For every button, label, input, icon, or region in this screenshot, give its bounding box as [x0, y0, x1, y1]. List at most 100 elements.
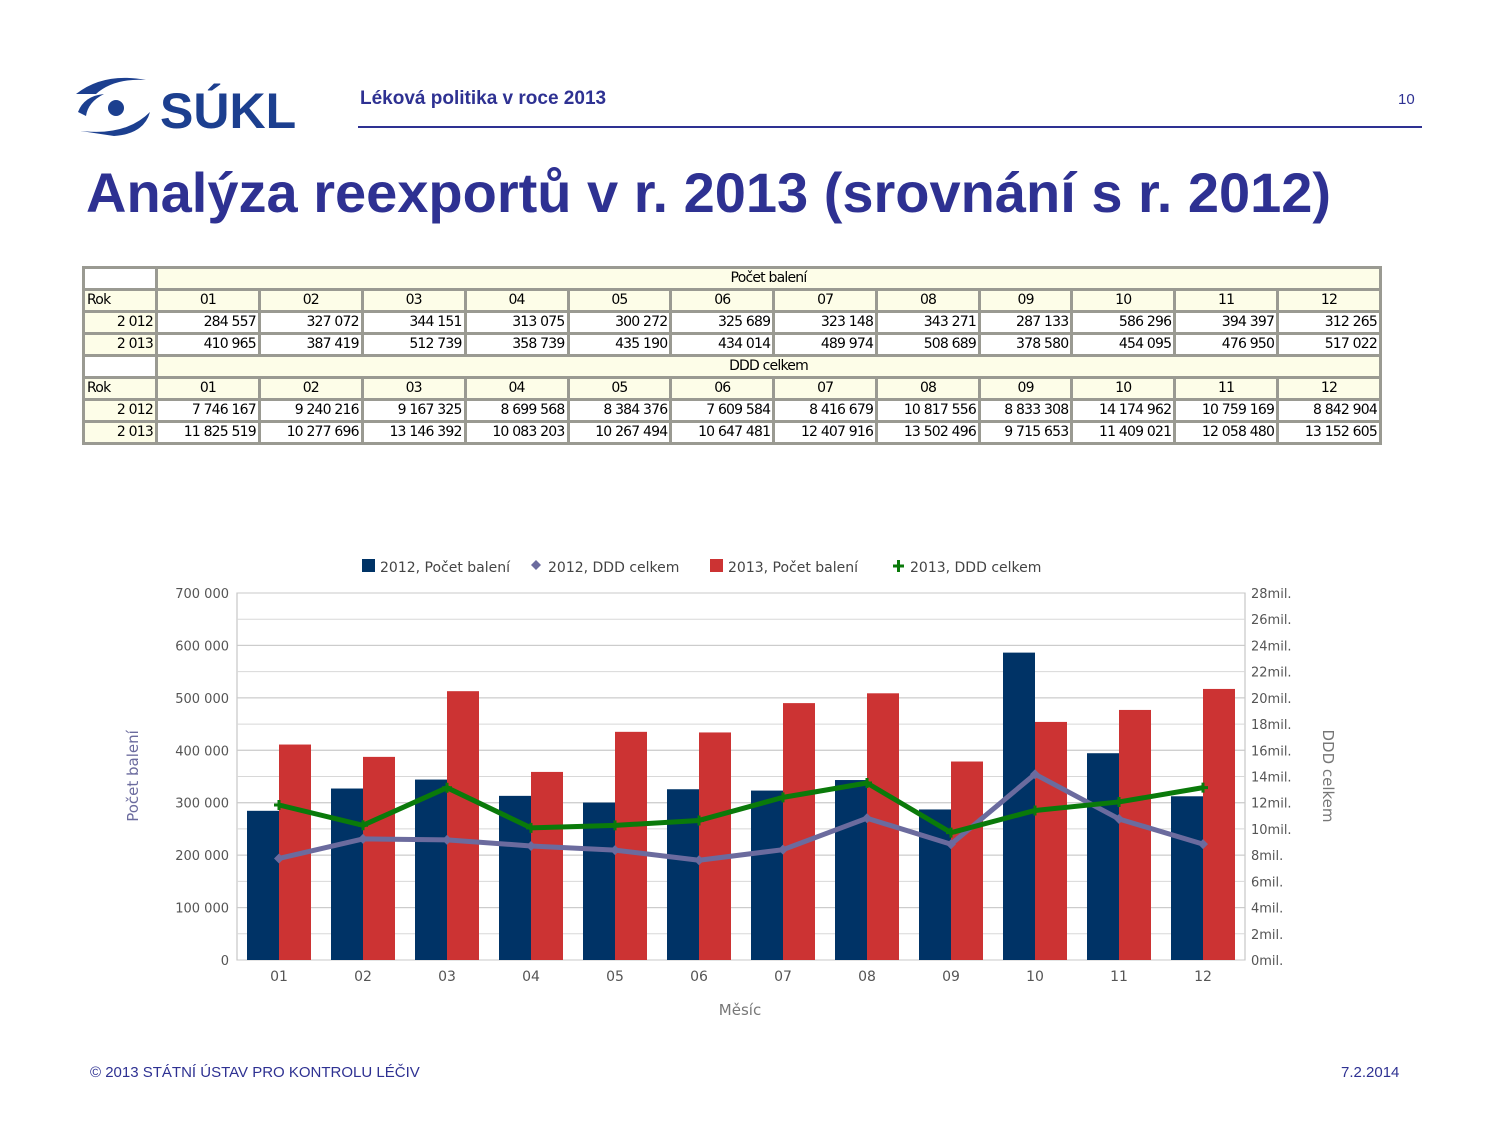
value-cell: 313 075: [463, 310, 570, 335]
value-cell: 13 502 496: [875, 420, 981, 445]
value-cell: 508 689: [875, 332, 981, 357]
value-cell: 435 190: [566, 332, 673, 357]
bar-2012-po-et-balen-: [247, 810, 279, 960]
row-header: Rok: [82, 288, 158, 313]
x-axis-label: Měsíc: [719, 1001, 761, 1019]
line-point-marker: [610, 845, 620, 856]
line-series: [278, 780, 1204, 836]
x-tick-label: 10: [1026, 969, 1044, 985]
line-point-marker: [442, 782, 452, 793]
line-point-marker: [862, 778, 872, 789]
y2-tick-label: 22mil.: [1251, 666, 1292, 681]
line-point-marker: [778, 844, 788, 855]
line-point-marker: [274, 853, 284, 864]
line-point-marker: [358, 820, 368, 831]
y2-tick-label: 8mil.: [1251, 849, 1283, 864]
value-cell: 344 151: [360, 310, 467, 335]
value-cell: 394 397: [1173, 310, 1280, 335]
y2-tick-label: 28mil.: [1251, 587, 1292, 602]
row-header: Rok: [82, 376, 158, 401]
month-header: 04: [463, 376, 570, 401]
y2-tick-label: 10mil.: [1251, 823, 1292, 838]
bar-2012-po-et-balen-: [667, 789, 699, 960]
y2-tick-label: 20mil.: [1251, 692, 1292, 707]
value-cell: 323 148: [772, 310, 879, 335]
value-cell: 8 833 308: [977, 398, 1074, 423]
line-point-marker: [1030, 805, 1040, 816]
month-header: 04: [463, 288, 570, 313]
month-header-row: Rok 01 02 03 04 05 06 07 08 09 10 11 12: [82, 288, 1382, 313]
value-cell: 12 407 916: [772, 420, 879, 445]
bar-2013-po-et-balen-: [1119, 709, 1151, 960]
bar-2012-po-et-balen-: [415, 779, 447, 960]
y2-tick-label: 14mil.: [1251, 771, 1292, 786]
month-header: 02: [257, 288, 364, 313]
value-cell: 7 609 584: [669, 398, 776, 423]
table-row: 2 013 410 965 387 419 512 739 358 739 435 190…: [82, 332, 1382, 357]
bar-2012-po-et-balen-: [835, 780, 867, 960]
x-tick-label: 12: [1194, 969, 1212, 985]
x-tick-label: 07: [774, 969, 792, 985]
value-cell: 387 419: [257, 332, 364, 357]
y2-tick-label: 2mil.: [1251, 928, 1283, 943]
line-point-marker: [694, 815, 704, 826]
value-cell: 10 277 696: [257, 420, 364, 445]
value-cell: 10 759 169: [1173, 398, 1280, 423]
value-cell: 8 416 679: [772, 398, 879, 423]
line-series: [278, 771, 1204, 863]
svg-text:SÚKL: SÚKL: [160, 83, 296, 138]
month-header: 01: [155, 376, 261, 401]
y-tick-label: 600 000: [175, 639, 229, 654]
legend-label: 2012, Počet balení: [380, 560, 511, 576]
group-header: DDD celkem: [155, 354, 1382, 379]
table-row: 2 012 7 746 167 9 240 216 9 167 325 8 699 56…: [82, 398, 1382, 423]
y2-tick-label: 18mil.: [1251, 718, 1292, 733]
x-tick-label: 02: [354, 969, 372, 985]
year-cell: 2 013: [82, 332, 158, 357]
bar-2013-po-et-balen-: [363, 756, 395, 960]
page-number: 10: [1398, 91, 1415, 108]
bar-2013-po-et-balen-: [1035, 721, 1067, 960]
x-tick-label: 03: [438, 969, 456, 985]
table-row: 2 012 284 557 327 072 344 151 313 075 300 272…: [82, 310, 1382, 335]
line-point-marker: [694, 855, 704, 866]
line-point-marker: [1198, 839, 1208, 850]
value-cell: 287 133: [977, 310, 1074, 335]
value-cell: 410 965: [155, 332, 261, 357]
line-point-marker: [1114, 813, 1124, 824]
line-point-marker: [1114, 796, 1124, 807]
value-cell: 13 146 392: [360, 420, 467, 445]
legend-label: 2013, DDD celkem: [910, 560, 1041, 576]
y2-tick-label: 26mil.: [1251, 613, 1292, 628]
legend-swatch: [362, 559, 375, 572]
footer-date: 7.2.2014: [1341, 1064, 1400, 1081]
bar-2012-po-et-balen-: [1171, 796, 1203, 960]
bar-2012-po-et-balen-: [331, 788, 363, 960]
value-cell: 13 152 605: [1276, 420, 1382, 445]
year-cell: 2 013: [82, 420, 158, 445]
y2-tick-label: 4mil.: [1251, 902, 1283, 917]
value-cell: 8 699 568: [463, 398, 570, 423]
line-point-marker: [358, 833, 368, 844]
y-tick-label: 500 000: [175, 692, 229, 707]
line-point-marker: [862, 813, 872, 824]
y-tick-label: 200 000: [175, 849, 229, 864]
bar-2013-po-et-balen-: [531, 771, 563, 960]
line-point-marker: [610, 820, 620, 831]
month-header: 10: [1070, 376, 1177, 401]
legend-marker: [893, 560, 904, 572]
year-cell: 2 012: [82, 310, 158, 335]
value-cell: 9 240 216: [257, 398, 364, 423]
value-cell: 434 014: [669, 332, 776, 357]
month-header: 12: [1276, 288, 1382, 313]
value-cell: 476 950: [1173, 332, 1280, 357]
y-tick-label: 0: [221, 954, 229, 969]
value-cell: 300 272: [566, 310, 673, 335]
value-cell: 10 267 494: [566, 420, 673, 445]
y-tick-label: 300 000: [175, 797, 229, 812]
bar-2012-po-et-balen-: [1003, 652, 1035, 960]
value-cell: 512 739: [360, 332, 467, 357]
corner-cell: [82, 354, 158, 379]
month-header: 09: [977, 288, 1074, 313]
